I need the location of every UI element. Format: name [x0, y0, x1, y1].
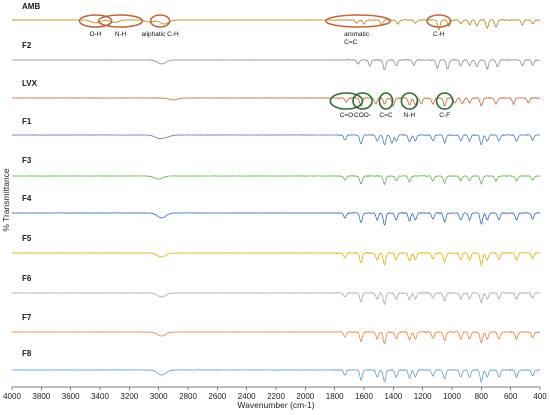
annotation-label: COO- [354, 112, 371, 119]
series-label-f1: F1 [22, 117, 32, 126]
series-line-f3 [11, 174, 541, 186]
annotation-label: O-H [90, 31, 102, 38]
series-label-f6: F6 [22, 274, 32, 283]
x-tick-label: 1200 [414, 392, 432, 401]
x-tick-label: 1000 [443, 392, 461, 401]
annotation-label: N-H [115, 31, 127, 38]
x-tick-label: 3200 [120, 392, 138, 401]
annotation-label: N-H [404, 112, 416, 119]
annotation-ellipse [400, 92, 419, 110]
x-axis-ticks: 4000 3800 3600 3400 3200 3000 2800 2600 2400 2200… [3, 387, 547, 401]
x-tick-label: 2400 [238, 392, 256, 401]
x-tick-label: 2000 [296, 392, 314, 401]
annotation-label: aromatic [344, 31, 370, 38]
x-tick-label: 2600 [208, 392, 226, 401]
series-line-amb [11, 18, 541, 31]
series-label-f2: F2 [22, 41, 32, 50]
x-axis: 4000 3800 3600 3400 3200 3000 2800 2600 2400 2200… [3, 386, 547, 401]
annotation-ellipse [435, 92, 454, 110]
annotation-ellipse [78, 14, 113, 28]
x-tick-label: 400 [533, 392, 547, 401]
series-label-f5: F5 [22, 234, 32, 243]
annotation-label: C-F [439, 112, 450, 119]
annotation-label-line2: C=C [344, 39, 357, 46]
series-label-f8: F8 [22, 349, 32, 358]
annotation-ellipse [325, 14, 392, 28]
x-tick-label: 2200 [267, 392, 285, 401]
series-label-f3: F3 [22, 156, 32, 165]
x-tick-label: 800 [475, 392, 489, 401]
series-line-f6 [11, 291, 541, 306]
annotation-ellipse [97, 14, 144, 28]
annotation-ellipse [329, 92, 364, 110]
x-tick-label: 3000 [150, 392, 168, 401]
y-axis-title: % Transmittance [1, 168, 11, 232]
series-line-f7 [11, 330, 541, 345]
series-label-lvx: LVX [22, 79, 38, 88]
series-label-f4: F4 [22, 194, 32, 203]
x-tick-label: 600 [504, 392, 518, 401]
x-tick-label: 3600 [62, 392, 80, 401]
annotation-label: C-H [433, 31, 445, 38]
series-line-lvx [11, 96, 541, 108]
annotation-label: C=C [379, 112, 392, 119]
x-tick-label: 3800 [32, 392, 50, 401]
series-line-f1 [11, 133, 541, 146]
annotation-label: aliphatic C-H [142, 31, 180, 38]
annotation-ellipse [426, 14, 452, 28]
x-axis-title: Wavenumber (cm-1) [237, 400, 314, 410]
annotation-label: C=O [340, 112, 354, 119]
x-tick-label: 3400 [91, 392, 109, 401]
annotation-ellipse [352, 92, 373, 110]
x-tick-label: 1400 [384, 392, 402, 401]
series-label-amb: AMB [22, 2, 40, 11]
x-tick-label: 1800 [326, 392, 344, 401]
annotation-ellipse [149, 14, 171, 28]
series-line-f5 [11, 251, 541, 266]
annotation-ellipse [378, 92, 394, 110]
series-label-f7: F7 [22, 313, 32, 322]
series-line-f2 [11, 58, 541, 71]
x-tick-label: 1600 [355, 392, 373, 401]
x-tick-label: 2800 [179, 392, 197, 401]
x-tick-label: 4000 [3, 392, 21, 401]
series-line-f4 [11, 211, 541, 226]
spectra-series: AMB F2 LVX F1 F3 F4 F5 F6 F7 F8 [11, 2, 541, 383]
series-line-f8 [11, 368, 541, 383]
